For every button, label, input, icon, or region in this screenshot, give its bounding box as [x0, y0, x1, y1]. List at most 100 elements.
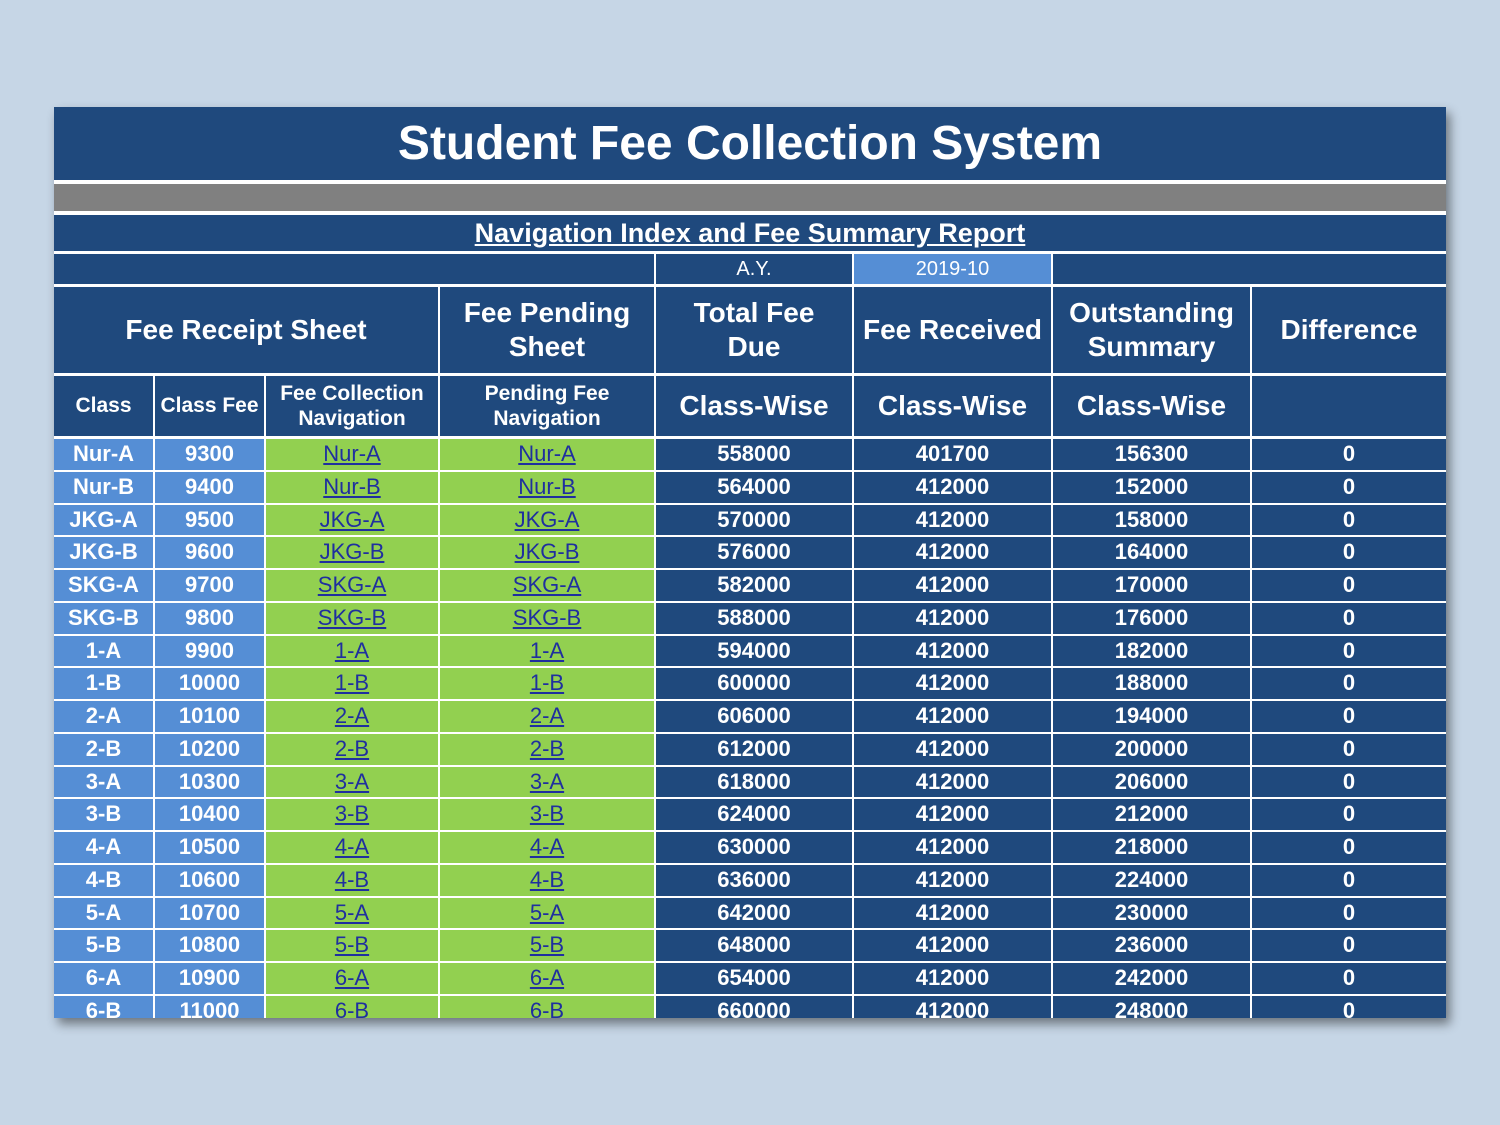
value-cell: 0: [1252, 963, 1446, 994]
nav-cell: 2-B: [266, 733, 438, 765]
nav-link[interactable]: SKG-A: [512, 572, 582, 598]
class-cell: 11000: [155, 995, 264, 1018]
nav-link[interactable]: 1-A: [529, 637, 565, 663]
nav-link[interactable]: 3-B: [334, 801, 370, 827]
nav-link[interactable]: 2-A: [529, 703, 565, 729]
nav-link[interactable]: JKG-A: [319, 506, 385, 532]
nav-link[interactable]: 1-A: [334, 637, 370, 663]
value-cell: 0: [1252, 701, 1446, 732]
class-cell: 9800: [155, 602, 264, 634]
nav-link[interactable]: 6-B: [334, 997, 370, 1018]
column-header: Pending Fee Navigation: [440, 376, 654, 436]
nav-link[interactable]: 1-B: [529, 670, 565, 696]
nav-link[interactable]: 4-B: [334, 866, 370, 892]
nav-cell: 6-A: [266, 963, 438, 994]
column-header: Fee Collection Navigation: [266, 376, 438, 436]
value-cell: 0: [1252, 832, 1446, 863]
column-header: Class-Wise: [656, 376, 852, 436]
nav-link[interactable]: JKG-B: [514, 539, 580, 565]
nav-link[interactable]: 3-A: [529, 768, 565, 794]
value-cell: 0: [1252, 864, 1446, 896]
nav-cell: JKG-A: [266, 504, 438, 536]
value-cell: 170000: [1053, 570, 1250, 601]
nav-cell: 3-B: [440, 799, 654, 830]
value-cell: 230000: [1053, 897, 1250, 929]
nav-cell: Nur-A: [266, 439, 438, 470]
value-cell: 158000: [1053, 504, 1250, 536]
nav-link[interactable]: 4-A: [529, 834, 565, 860]
class-cell: 4-A: [54, 832, 153, 863]
nav-link[interactable]: 2-B: [334, 735, 370, 761]
nav-cell: JKG-B: [266, 537, 438, 568]
nav-link[interactable]: 2-A: [334, 703, 370, 729]
value-cell: 600000: [656, 668, 852, 699]
class-cell: 9400: [155, 471, 264, 503]
separator-band: [54, 184, 1446, 211]
value-cell: 412000: [854, 897, 1051, 929]
value-cell: 152000: [1053, 471, 1250, 503]
value-cell: 0: [1252, 635, 1446, 667]
class-cell: 10300: [155, 766, 264, 798]
class-cell: 10600: [155, 864, 264, 896]
nav-cell: Nur-B: [440, 471, 654, 503]
value-cell: 642000: [656, 897, 852, 929]
nav-link[interactable]: 3-B: [529, 801, 565, 827]
nav-link[interactable]: 6-A: [334, 965, 370, 991]
column-header: Class Fee: [155, 376, 264, 436]
value-cell: 412000: [854, 504, 1051, 536]
nav-link[interactable]: 5-B: [529, 932, 565, 958]
value-cell: 0: [1252, 930, 1446, 961]
value-cell: 412000: [854, 570, 1051, 601]
nav-link[interactable]: 1-B: [334, 670, 370, 696]
value-cell: 412000: [854, 733, 1051, 765]
nav-link[interactable]: 6-A: [529, 965, 565, 991]
nav-cell: SKG-B: [266, 602, 438, 634]
subtitle: Navigation Index and Fee Summary Report: [54, 215, 1446, 251]
nav-link[interactable]: 5-A: [334, 899, 370, 925]
value-cell: 412000: [854, 766, 1051, 798]
nav-link[interactable]: 6-B: [529, 997, 565, 1018]
nav-link[interactable]: 5-A: [529, 899, 565, 925]
nav-cell: 1-B: [266, 668, 438, 699]
nav-cell: 1-A: [266, 635, 438, 667]
nav-link[interactable]: Nur-B: [518, 473, 576, 499]
value-cell: 401700: [854, 439, 1051, 470]
nav-link[interactable]: Nur-B: [323, 473, 381, 499]
nav-cell: 5-A: [440, 897, 654, 929]
nav-link[interactable]: Nur-A: [518, 441, 576, 467]
nav-link[interactable]: 5-B: [334, 932, 370, 958]
value-cell: 588000: [656, 602, 852, 634]
value-cell: 242000: [1053, 963, 1250, 994]
value-cell: 412000: [854, 471, 1051, 503]
group-header: Total Fee Due: [656, 287, 852, 373]
nav-link[interactable]: 2-B: [529, 735, 565, 761]
value-cell: 582000: [656, 570, 852, 601]
class-cell: 5-B: [54, 930, 153, 961]
group-header: Fee Pending Sheet: [440, 287, 654, 373]
nav-cell: Nur-B: [266, 471, 438, 503]
class-cell: 10200: [155, 733, 264, 765]
class-cell: 6-B: [54, 995, 153, 1018]
nav-link[interactable]: 3-A: [334, 768, 370, 794]
nav-cell: SKG-A: [440, 570, 654, 601]
nav-link[interactable]: SKG-B: [512, 604, 582, 630]
class-cell: 9900: [155, 635, 264, 667]
column-header: Class: [54, 376, 153, 436]
value-cell: 630000: [656, 832, 852, 863]
nav-cell: 4-A: [440, 832, 654, 863]
nav-cell: 5-A: [266, 897, 438, 929]
nav-link[interactable]: 4-A: [334, 834, 370, 860]
nav-link[interactable]: JKG-A: [514, 506, 580, 532]
nav-link[interactable]: SKG-B: [317, 604, 387, 630]
value-cell: 412000: [854, 799, 1051, 830]
nav-link[interactable]: JKG-B: [319, 539, 385, 565]
nav-link[interactable]: SKG-A: [317, 572, 387, 598]
value-cell: 618000: [656, 766, 852, 798]
nav-cell: SKG-B: [440, 602, 654, 634]
value-cell: 0: [1252, 471, 1446, 503]
nav-link[interactable]: 4-B: [529, 866, 565, 892]
nav-link[interactable]: Nur-A: [323, 441, 381, 467]
value-cell: 564000: [656, 471, 852, 503]
value-cell: 412000: [854, 963, 1051, 994]
